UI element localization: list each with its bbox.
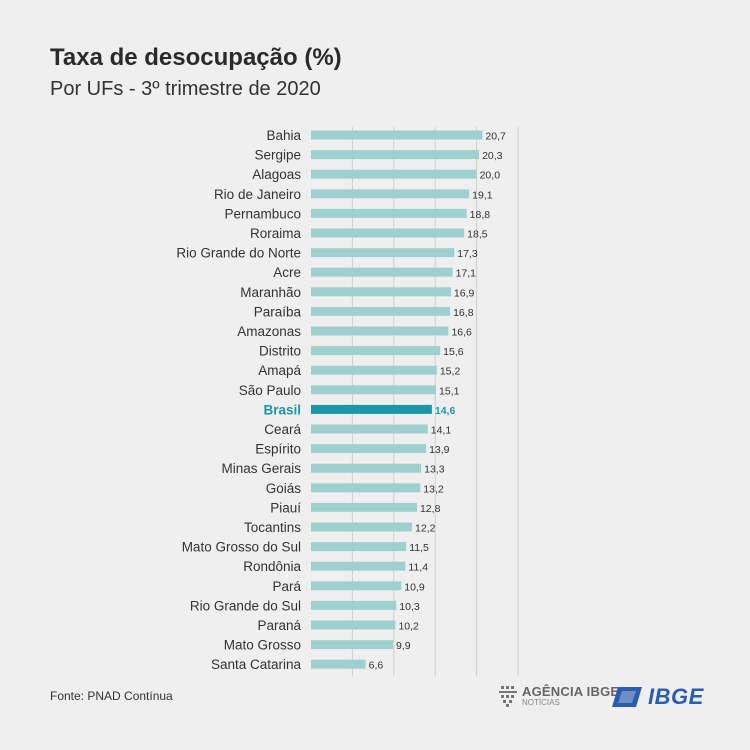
value-label: 11,4 [408, 562, 428, 574]
category-label: Goiás [266, 481, 302, 496]
agencia-sub: NOTÍCIAS [522, 698, 560, 707]
value-label: 17,1 [456, 268, 477, 280]
value-label: 18,5 [467, 229, 488, 241]
bar-8 [311, 287, 451, 297]
value-label: 12,8 [420, 503, 441, 515]
category-label: Amapá [258, 363, 301, 378]
bar-21 [311, 542, 407, 552]
agencia-ibge-logo: AGÊNCIA IBGE NOTÍCIAS [498, 684, 619, 708]
value-label: 20,0 [480, 170, 501, 182]
category-label: Pará [272, 579, 301, 594]
bar-7 [311, 267, 453, 277]
category-label: Piauí [270, 500, 301, 515]
category-label: Minas Gerais [221, 461, 301, 476]
agencia-name: AGÊNCIA IBGE [522, 684, 620, 699]
category-label: Maranhão [240, 285, 301, 300]
ibge-logo: IBGE [612, 684, 704, 710]
bar-24 [311, 600, 397, 610]
value-label: 10,3 [399, 601, 420, 613]
category-label: Mato Grosso [224, 638, 301, 653]
bar-20 [311, 522, 413, 532]
chart-subtitle: Por UFs - 3º trimestre de 2020 [50, 78, 321, 100]
category-label: Alagoas [252, 167, 301, 182]
value-label: 6,6 [369, 660, 384, 672]
value-label: 12,2 [415, 523, 436, 535]
bars [311, 130, 483, 669]
bar-3 [311, 189, 470, 199]
bar-5 [311, 228, 465, 238]
value-label: 10,2 [398, 621, 419, 633]
value-label: 16,8 [453, 307, 474, 319]
value-label: 20,7 [485, 131, 506, 143]
value-label: 20,3 [482, 150, 503, 162]
category-label: Rio Grande do Norte [176, 246, 301, 261]
value-label: 13,3 [424, 464, 445, 476]
bar-26 [311, 640, 393, 650]
bar-27 [311, 659, 366, 669]
bar-0 [311, 130, 483, 140]
value-label: 14,6 [435, 405, 456, 417]
category-label: Amazonas [237, 324, 301, 339]
bar-11 [311, 346, 441, 356]
category-label: Paraíba [254, 304, 302, 319]
bar-12 [311, 365, 437, 375]
bar-9 [311, 306, 451, 316]
category-label: Mato Grosso do Sul [182, 540, 301, 555]
ibge-text: IBGE [648, 684, 704, 709]
bar-19 [311, 502, 417, 512]
value-label: 9,9 [396, 640, 411, 652]
value-label: 15,2 [440, 366, 461, 378]
bar-10 [311, 326, 449, 336]
bar-2 [311, 169, 477, 179]
value-label: 10,9 [404, 581, 425, 593]
source-note: Fonte: PNAD Contínua [50, 689, 173, 703]
bar-15 [311, 424, 428, 434]
category-label: Roraima [250, 226, 302, 241]
category-labels: Bahia Sergipe Alagoas Rio de Janeiro Pernamb… [176, 128, 301, 672]
category-label: Distrito [259, 344, 301, 359]
value-label: 11,5 [409, 542, 429, 554]
bar-25 [311, 620, 396, 630]
bar-22 [311, 561, 406, 571]
category-label: Rio de Janeiro [214, 187, 301, 202]
bar-18 [311, 483, 421, 493]
agencia-mark-icon [499, 686, 517, 707]
value-label: 17,3 [457, 248, 478, 260]
bar-14 [311, 404, 432, 414]
value-label: 16,9 [454, 287, 475, 299]
category-label: Ceará [264, 422, 301, 437]
bar-17 [311, 463, 422, 473]
value-label: 18,8 [470, 209, 491, 221]
category-label: São Paulo [239, 383, 301, 398]
bar-chart: Bahia Sergipe Alagoas Rio de Janeiro Pernamb… [176, 127, 519, 677]
category-label: Pernambuco [224, 206, 301, 221]
category-label: Rondônia [243, 559, 301, 574]
category-label: Acre [273, 265, 301, 280]
bar-4 [311, 208, 467, 218]
category-label: Paraná [257, 618, 301, 633]
category-label: Espírito [255, 442, 301, 457]
category-label: Brasil [263, 402, 301, 417]
bar-23 [311, 581, 402, 591]
category-label: Bahia [266, 128, 301, 143]
ibge-flag-icon [612, 687, 642, 707]
bar-6 [311, 248, 455, 258]
bar-16 [311, 444, 427, 454]
category-label: Rio Grande do Sul [190, 598, 301, 613]
chart-title: Taxa de desocupação (%) [50, 44, 342, 71]
category-label: Tocantins [244, 520, 301, 535]
value-labels: 20,7 20,3 20,0 19,1 18,8 18,5 17,3 17,1 16,9 16,8… [369, 131, 506, 672]
value-label: 19,1 [472, 189, 493, 201]
value-label: 13,2 [423, 483, 444, 495]
value-label: 16,6 [451, 327, 472, 339]
value-label: 15,6 [443, 346, 464, 358]
bar-1 [311, 150, 480, 160]
category-label: Sergipe [254, 148, 301, 163]
value-label: 14,1 [431, 425, 452, 437]
bar-13 [311, 385, 437, 395]
category-label: Santa Catarina [211, 657, 302, 672]
value-label: 15,1 [439, 385, 460, 397]
value-label: 13,9 [429, 444, 450, 456]
